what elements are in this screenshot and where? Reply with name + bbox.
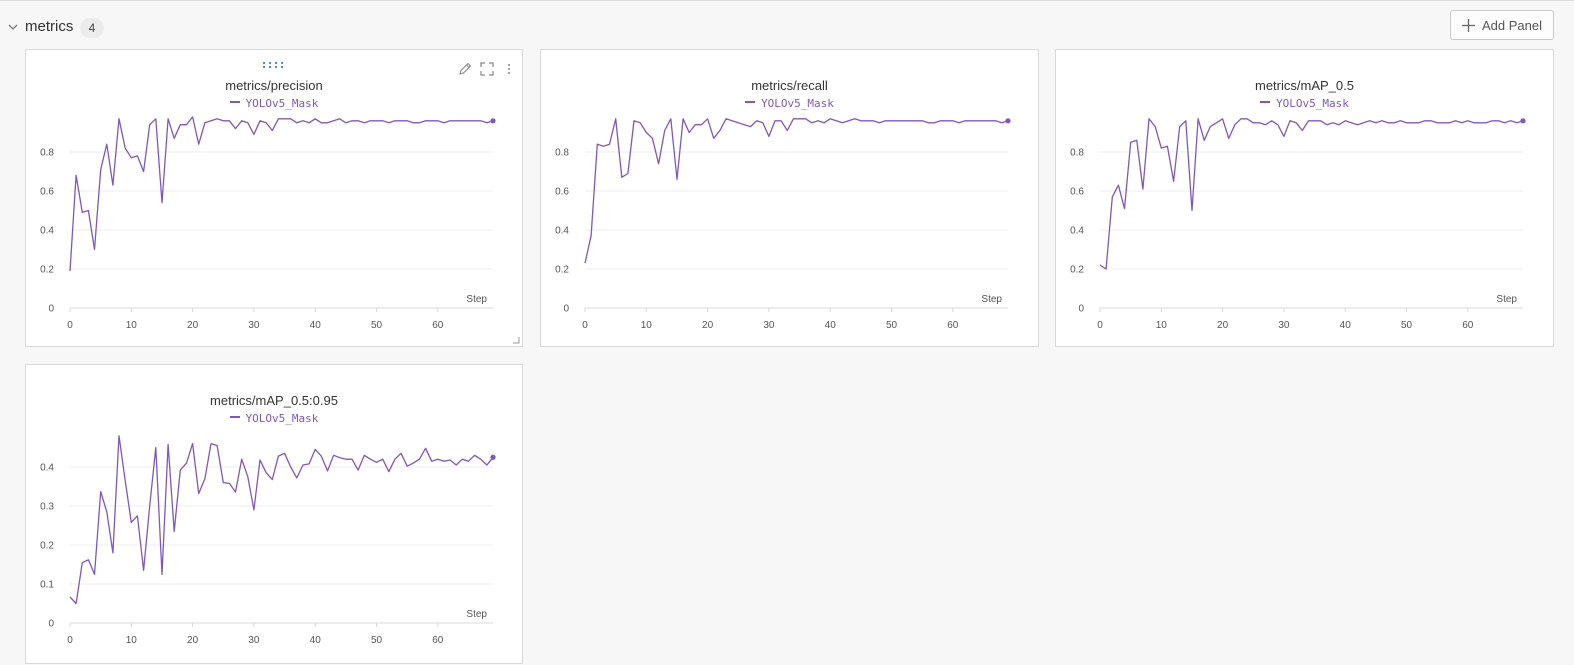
y-tick-label: 0.8 (1070, 148, 1084, 159)
x-tick-label: 20 (1217, 320, 1229, 331)
y-tick-label: 0.4 (40, 226, 54, 237)
chevron-down-icon[interactable] (7, 21, 19, 33)
x-tick-label: 20 (187, 320, 199, 331)
x-tick-label: 20 (702, 320, 714, 331)
y-tick-label: 0 (563, 304, 569, 315)
y-tick-label: 0.2 (1070, 265, 1084, 276)
x-tick-label: 30 (763, 320, 775, 331)
x-tick-label: 0 (67, 320, 73, 331)
panel-title: metrics/mAP_0.5:0.95 (210, 393, 338, 408)
legend-swatch (745, 101, 756, 103)
x-tick-label: 0 (1097, 320, 1103, 331)
legend: YOLOv5_Mask (1056, 97, 1553, 110)
legend-label: YOLOv5_Mask (761, 97, 834, 110)
x-tick-label: 40 (825, 320, 837, 331)
x-tick-label: 50 (371, 635, 383, 646)
fullscreen-icon[interactable] (479, 61, 495, 77)
more-vertical-icon[interactable] (503, 61, 515, 77)
y-tick-label: 0.6 (555, 187, 569, 198)
y-tick-label: 0.4 (555, 226, 569, 237)
x-axis-label: Step (981, 294, 1002, 305)
x-tick-label: 10 (126, 320, 138, 331)
series-end-point (1520, 118, 1526, 124)
x-tick-label: 60 (432, 320, 444, 331)
line-chart: 0 0.2 0.4 0.6 0.8 0 10 20 30 40 50 60 Step (1070, 118, 1526, 331)
legend-label: YOLOv5_Mask (1276, 97, 1349, 110)
legend: YOLOv5_Mask (26, 97, 522, 110)
chart-panel-recall[interactable]: 0 0.2 0.4 0.6 0.8 0 10 20 30 40 50 60 Step metrics/r… (540, 49, 1039, 347)
legend-label: YOLOv5_Mask (245, 412, 319, 425)
series-end-point (490, 454, 496, 460)
legend-swatch (229, 101, 240, 103)
chart-panel-map-0-5-0-95[interactable]: 0 0.1 0.2 0.3 0.4 0 10 20 30 40 50 60 Step metrics/m… (25, 364, 523, 664)
x-tick-label: 10 (126, 635, 138, 646)
series-line (69, 116, 494, 271)
x-tick-label: 50 (371, 320, 383, 331)
y-tick-label: 0 (1078, 304, 1084, 315)
x-tick-label: 20 (187, 635, 199, 646)
legend-label: YOLOv5_Mask (245, 97, 319, 110)
x-axis-label: Step (466, 294, 487, 305)
chart-panel-precision[interactable]: 0 0.2 0.4 0.6 0.8 0 10 20 30 40 50 60 Step metrics/p… (25, 49, 523, 347)
x-tick-label: 10 (641, 320, 653, 331)
y-tick-label: 0.6 (40, 187, 54, 198)
y-tick-label: 0 (48, 619, 54, 630)
plus-icon (1462, 18, 1475, 32)
x-tick-label: 60 (947, 320, 959, 331)
legend: YOLOv5_Mask (541, 97, 1038, 110)
y-tick-label: 0.2 (555, 265, 569, 276)
series-end-point (490, 118, 496, 124)
x-tick-label: 30 (248, 635, 260, 646)
pencil-icon[interactable] (457, 61, 473, 77)
add-panel-label: Add Panel (1482, 17, 1542, 33)
y-tick-label: 0.4 (40, 463, 54, 474)
x-tick-label: 0 (582, 320, 588, 331)
y-tick-label: 0.4 (1070, 226, 1084, 237)
x-tick-label: 40 (310, 320, 322, 331)
series-line (584, 118, 1009, 264)
y-tick-label: 0.1 (40, 580, 54, 591)
x-tick-label: 30 (1278, 320, 1290, 331)
x-axis-label: Step (466, 609, 487, 620)
chart-panel-map-0-5[interactable]: 0 0.2 0.4 0.6 0.8 0 10 20 30 40 50 60 Step metrics/m… (1055, 49, 1554, 347)
line-chart: 0 0.2 0.4 0.6 0.8 0 10 20 30 40 50 60 Step (40, 116, 496, 331)
legend-swatch (229, 416, 240, 418)
resize-handle-icon[interactable] (513, 337, 520, 344)
x-tick-label: 30 (248, 320, 260, 331)
y-tick-label: 0.8 (40, 148, 54, 159)
y-tick-label: 0.6 (1070, 187, 1084, 198)
section-title[interactable]: metrics (25, 18, 74, 35)
x-axis-label: Step (1496, 294, 1517, 305)
legend: YOLOv5_Mask (26, 412, 522, 425)
section-header: metrics 4 Add Panel (0, 8, 1574, 44)
series-end-point (1005, 118, 1011, 124)
panel-title: metrics/precision (225, 78, 323, 93)
line-chart: 0 0.2 0.4 0.6 0.8 0 10 20 30 40 50 60 Step (555, 118, 1011, 331)
panel-title: metrics/mAP_0.5 (1255, 78, 1354, 93)
y-tick-label: 0.8 (555, 148, 569, 159)
x-tick-label: 40 (1340, 320, 1352, 331)
y-tick-label: 0.2 (40, 541, 54, 552)
drag-handle-icon[interactable] (262, 61, 286, 69)
series-line (1099, 118, 1524, 270)
x-tick-label: 60 (432, 635, 444, 646)
x-tick-label: 50 (1401, 320, 1413, 331)
legend-swatch (1260, 101, 1271, 103)
add-panel-button[interactable]: Add Panel (1450, 10, 1554, 40)
x-tick-label: 60 (1462, 320, 1474, 331)
panel-count-badge: 4 (80, 18, 104, 38)
series-line (69, 435, 494, 605)
x-tick-label: 10 (1156, 320, 1168, 331)
panel-title: metrics/recall (751, 78, 828, 93)
top-divider (0, 0, 1574, 1)
line-chart: 0 0.1 0.2 0.3 0.4 0 10 20 30 40 50 60 Step (40, 435, 496, 646)
x-tick-label: 50 (886, 320, 898, 331)
x-tick-label: 40 (310, 635, 322, 646)
x-tick-label: 0 (67, 635, 73, 646)
y-tick-label: 0.3 (40, 502, 54, 513)
y-tick-label: 0 (48, 304, 54, 315)
y-tick-label: 0.2 (40, 265, 54, 276)
